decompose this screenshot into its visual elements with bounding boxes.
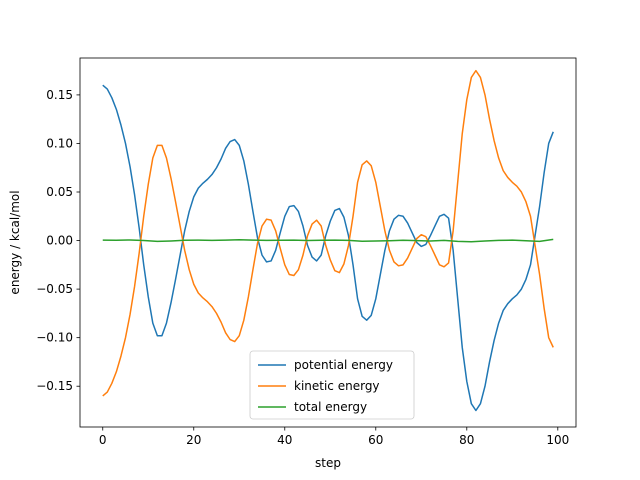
y-tick-label: 0.10 [46, 136, 73, 150]
x-tick-label: 100 [546, 433, 569, 447]
axes-frame [79, 57, 577, 428]
series-line-potential-energy [102, 84, 554, 412]
x-tick-label: 0 [99, 433, 107, 447]
y-tick-label: −0.15 [36, 379, 73, 393]
x-tick-label: 60 [368, 433, 383, 447]
x-tick-label: 80 [459, 433, 474, 447]
legend-entry: kinetic energy [294, 379, 380, 393]
y-tick-label: 0.05 [46, 185, 73, 199]
y-tick-label: 0.15 [46, 88, 73, 102]
y-tick-label: −0.10 [36, 331, 73, 345]
x-tick-label: 20 [186, 433, 201, 447]
legend-entry: total energy [294, 400, 367, 414]
legend-box [249, 350, 415, 420]
x-axis-label: step [315, 456, 341, 470]
legend: potential energy kinetic energy total ener… [249, 350, 415, 420]
x-tick-label: 40 [277, 433, 292, 447]
series-line-kinetic-energy [102, 69, 554, 397]
y-tick-label: 0.00 [46, 234, 73, 248]
legend-entry: potential energy [294, 358, 393, 372]
y-axis-label: energy / kcal/mol [8, 190, 22, 294]
y-axis: −0.15 −0.10 −0.05 0.00 0.05 0.10 0.15 [36, 88, 80, 393]
x-axis: 0 20 40 60 80 100 [99, 427, 569, 447]
series-layer [102, 69, 554, 412]
series-line-total-energy [102, 238, 554, 243]
y-tick-label: −0.05 [36, 282, 73, 296]
